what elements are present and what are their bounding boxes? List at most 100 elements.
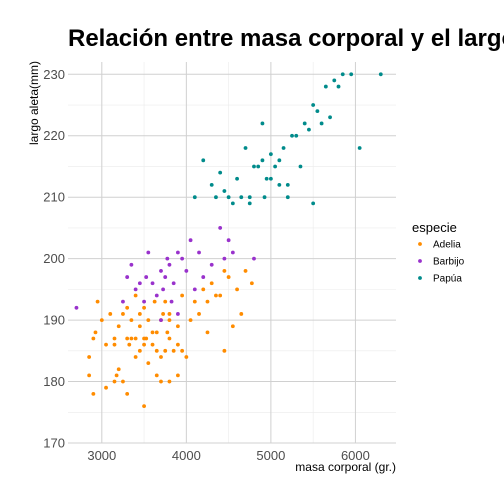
data-point <box>169 299 174 304</box>
data-point <box>218 170 223 175</box>
data-point <box>167 312 172 316</box>
data-point <box>142 404 146 409</box>
legend-label: Barbijo <box>433 257 465 268</box>
chart-title: Relación entre masa corporal y el largo … <box>68 25 504 52</box>
data-point <box>116 367 121 372</box>
data-point <box>260 121 265 126</box>
data-point <box>129 318 134 322</box>
data-point <box>340 72 345 77</box>
data-point <box>230 324 235 329</box>
data-point <box>93 330 98 335</box>
x-tick-label: 3000 <box>87 448 116 463</box>
data-point <box>163 348 168 353</box>
y-tick-label: 180 <box>43 374 65 389</box>
data-point <box>108 312 113 316</box>
data-point <box>144 336 149 341</box>
data-point <box>281 146 286 150</box>
data-point <box>125 336 130 341</box>
data-point <box>201 158 206 163</box>
data-point <box>226 195 231 200</box>
data-point <box>262 195 267 200</box>
data-point <box>137 312 142 316</box>
data-point <box>116 324 121 329</box>
data-point <box>99 318 104 322</box>
data-point <box>222 256 227 261</box>
data-point <box>222 269 227 273</box>
data-point <box>226 275 231 279</box>
data-point <box>230 250 235 255</box>
data-point <box>154 348 159 353</box>
data-point <box>315 109 320 114</box>
data-point <box>273 164 278 169</box>
data-point <box>319 121 324 126</box>
data-point <box>260 158 265 163</box>
data-point <box>357 146 362 150</box>
data-point <box>133 336 138 341</box>
y-tick-label: 220 <box>43 128 65 143</box>
data-point <box>154 293 159 298</box>
data-point <box>125 275 130 279</box>
data-point <box>192 195 197 200</box>
data-point <box>209 262 214 267</box>
data-point <box>150 342 155 347</box>
data-point <box>214 293 218 298</box>
data-point <box>188 238 193 243</box>
data-point <box>152 299 157 304</box>
data-point <box>146 318 151 322</box>
data-point <box>121 312 125 316</box>
data-point <box>328 115 332 120</box>
data-point <box>247 195 252 200</box>
data-point <box>180 348 185 353</box>
data-point <box>121 299 125 304</box>
data-point <box>104 342 108 347</box>
data-point <box>184 269 189 273</box>
x-tick-label: 5000 <box>256 448 285 463</box>
x-tick-label: 4000 <box>172 448 201 463</box>
data-point <box>112 342 117 347</box>
data-point <box>142 342 146 347</box>
y-tick-label: 170 <box>43 436 65 451</box>
data-point <box>125 391 130 396</box>
data-point <box>167 318 172 322</box>
data-point <box>133 355 138 359</box>
legend-label: Adelia <box>433 240 461 251</box>
data-point <box>222 189 227 193</box>
data-point <box>307 127 311 132</box>
data-point <box>205 299 210 304</box>
legend-title: especie <box>412 220 457 235</box>
legend-key <box>418 259 422 263</box>
x-axis-label: masa corporal (gr.) <box>295 460 396 474</box>
y-tick-label: 230 <box>43 67 65 82</box>
data-point <box>243 269 248 273</box>
data-point <box>378 72 383 77</box>
legend-key <box>418 276 422 280</box>
data-point <box>171 281 176 286</box>
y-tick-label: 190 <box>43 313 65 328</box>
data-point <box>209 281 214 286</box>
data-point <box>165 256 170 261</box>
data-point <box>95 299 100 304</box>
data-point <box>137 348 142 353</box>
data-point <box>91 391 96 396</box>
data-point <box>112 379 117 384</box>
data-point <box>91 336 96 341</box>
data-point <box>336 84 341 89</box>
data-point <box>146 250 151 255</box>
data-point <box>239 195 244 200</box>
data-point <box>154 373 159 378</box>
data-point <box>180 293 185 298</box>
data-point <box>311 103 316 107</box>
legend-key <box>418 242 422 246</box>
data-point <box>112 336 117 341</box>
data-point <box>127 342 132 347</box>
data-point <box>252 256 256 261</box>
y-tick-label: 200 <box>43 251 65 266</box>
data-point <box>167 379 172 384</box>
data-point <box>87 355 92 359</box>
data-point <box>175 324 180 329</box>
data-point <box>161 312 166 316</box>
data-point <box>121 379 125 384</box>
data-point <box>218 226 223 230</box>
data-point <box>214 195 218 200</box>
data-point <box>175 373 180 378</box>
